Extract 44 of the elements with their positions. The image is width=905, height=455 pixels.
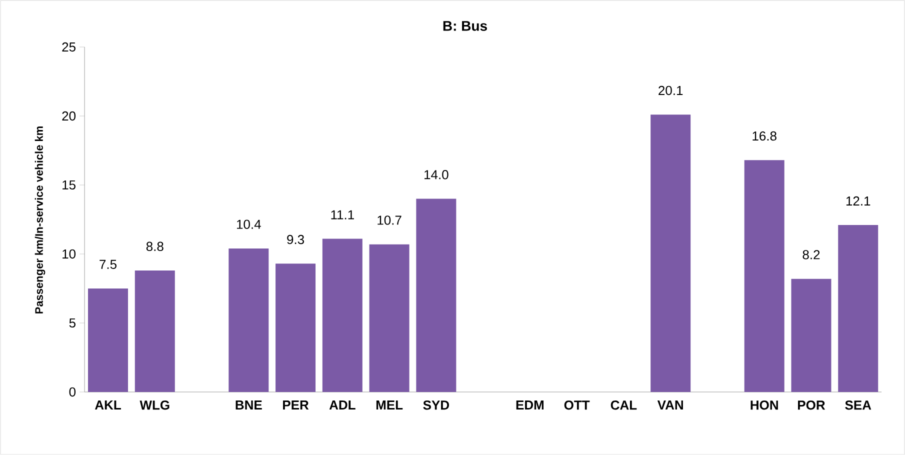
x-tick-label: POR: [798, 400, 826, 410]
data-label: 16.8: [752, 131, 776, 141]
bar: [134, 270, 175, 392]
y-tick-label: 0: [69, 387, 76, 397]
bar: [228, 248, 269, 392]
bar: [322, 238, 362, 392]
x-tick-label: PER: [283, 400, 309, 410]
y-tick-label: 25: [62, 42, 76, 52]
x-tick-label: VAN: [657, 400, 683, 410]
data-label: 7.5: [100, 260, 116, 269]
bar: [744, 160, 784, 392]
x-tick-label: BNE: [236, 400, 262, 410]
data-label: 11.1: [331, 210, 354, 220]
y-tick-label: 15: [62, 180, 76, 190]
bar: [88, 288, 128, 392]
bar: [650, 114, 691, 392]
bar: [416, 198, 456, 392]
x-tick-label: EDM: [516, 400, 544, 410]
x-tick-label: AKL: [94, 400, 121, 410]
y-tick-label: 20: [62, 111, 76, 121]
data-label: 12.1: [846, 196, 870, 206]
data-label: 20.1: [658, 86, 683, 96]
y-axis-title: Passenger km/In-service vehicle km: [34, 126, 46, 314]
x-tick-label: SYD: [423, 400, 450, 410]
data-label: 8.2: [802, 250, 820, 260]
data-label: 10.4: [236, 220, 261, 229]
x-tick-label: OTT: [564, 400, 590, 410]
y-tick-label: 5: [69, 318, 76, 328]
y-tick-label: 10: [62, 249, 76, 259]
bar: [838, 225, 878, 392]
chart-title: B: Bus: [443, 21, 487, 31]
x-tick-label: ADL: [329, 400, 356, 410]
x-tick-label: SEA: [845, 400, 872, 410]
x-tick-label: HON: [750, 400, 778, 410]
data-label: 9.3: [287, 234, 304, 244]
x-tick-label: WLG: [140, 400, 170, 410]
x-tick-label: CAL: [610, 400, 637, 410]
data-label: 8.8: [146, 242, 164, 252]
x-tick-label: MEL: [376, 400, 403, 410]
data-label: 10.7: [378, 216, 402, 225]
bar: [791, 278, 832, 392]
data-label: 14.0: [424, 170, 448, 180]
bar: [369, 244, 410, 392]
bar: [276, 264, 316, 392]
